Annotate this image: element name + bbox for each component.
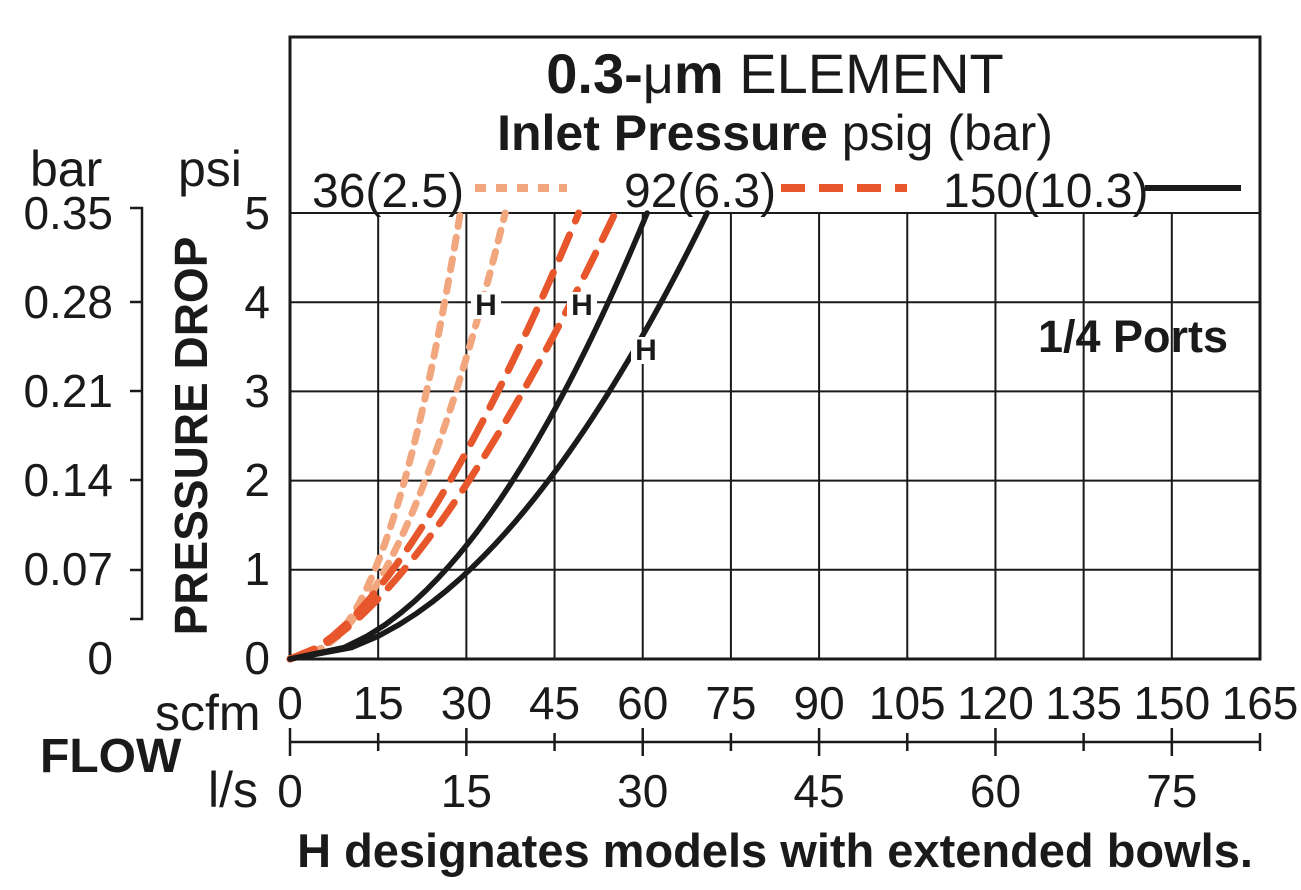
svg-text:45: 45 [794,765,845,817]
svg-text:105: 105 [869,677,946,729]
svg-text:5: 5 [244,187,270,239]
svg-text:45: 45 [529,677,580,729]
svg-text:60: 60 [617,677,668,729]
svg-text:1: 1 [244,543,270,595]
svg-text:0: 0 [87,632,113,684]
svg-text:75: 75 [705,677,756,729]
svg-text:36(2.5): 36(2.5) [312,165,464,218]
svg-text:150(10.3): 150(10.3) [943,165,1148,218]
svg-text:60: 60 [970,765,1021,817]
svg-text:15: 15 [353,677,404,729]
svg-text:0.35: 0.35 [23,187,113,239]
svg-text:PRESSURE DROP: PRESSURE DROP [165,237,217,636]
svg-text:120: 120 [957,677,1034,729]
svg-text:H: H [571,289,593,322]
svg-text:3: 3 [244,365,270,417]
svg-text:H: H [475,289,497,322]
svg-text:1/4 Ports: 1/4 Ports [1038,311,1228,362]
svg-text:H: H [635,334,657,367]
svg-text:75: 75 [1146,765,1197,817]
svg-text:135: 135 [1045,677,1122,729]
svg-text:2: 2 [244,454,270,506]
svg-text:0: 0 [277,677,303,729]
svg-text:4: 4 [244,276,270,328]
svg-text:0.21: 0.21 [23,365,113,417]
svg-text:92(6.3): 92(6.3) [624,165,776,218]
svg-text:30: 30 [441,677,492,729]
svg-text:0.28: 0.28 [23,276,113,328]
svg-text:0: 0 [244,632,270,684]
svg-text:90: 90 [794,677,845,729]
svg-text:15: 15 [441,765,492,817]
svg-text:psi: psi [178,141,242,197]
svg-text:0.3-μm ELEMENT: 0.3-μm ELEMENT [546,42,1003,105]
svg-text:0.07: 0.07 [23,543,113,595]
svg-text:l/s: l/s [208,762,258,818]
svg-text:30: 30 [617,765,668,817]
svg-text:H designates models with exten: H designates models with extended bowls. [297,824,1253,877]
svg-text:FLOW: FLOW [40,730,182,783]
svg-text:0.14: 0.14 [23,454,113,506]
svg-text:150: 150 [1133,677,1210,729]
svg-text:Inlet Pressure psig (bar): Inlet Pressure psig (bar) [497,105,1053,161]
svg-text:0: 0 [277,765,303,817]
svg-text:165: 165 [1222,677,1299,729]
